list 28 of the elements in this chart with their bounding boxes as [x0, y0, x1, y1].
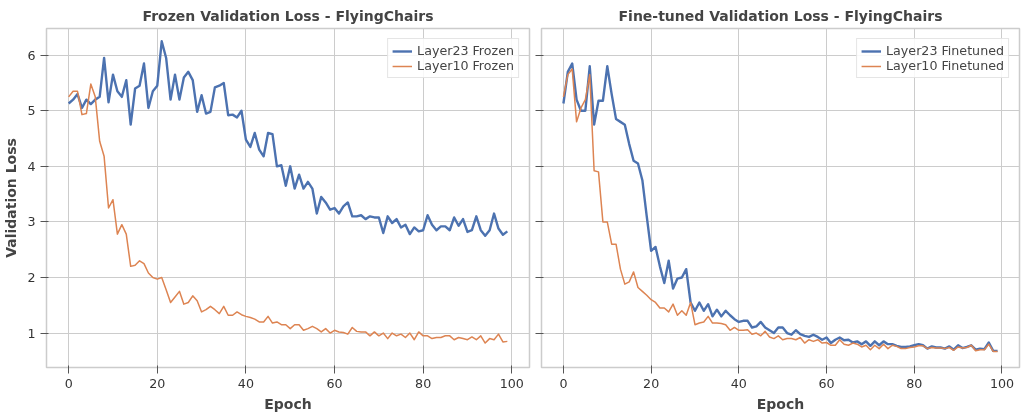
chart-title: Frozen Validation Loss - FlyingChairs [142, 7, 434, 24]
y-tick-label: 4 [27, 158, 36, 174]
x-tick-label: 40 [730, 375, 747, 391]
x-tick-label: 20 [643, 375, 660, 391]
x-tick-label: 100 [499, 375, 524, 391]
y-tick-label: 5 [27, 103, 36, 119]
y-tick-label: 6 [27, 47, 36, 63]
y-tick-label: 1 [27, 325, 36, 341]
x-tick-label: 80 [906, 375, 923, 391]
x-tick-label: 80 [415, 375, 432, 391]
y-tick-label: 3 [27, 214, 36, 230]
legend-label: Layer23 Finetuned [886, 43, 1004, 58]
x-tick-label: 20 [149, 375, 166, 391]
x-tick-label: 60 [326, 375, 343, 391]
legend-label: Layer10 Finetuned [886, 58, 1004, 73]
line-series [67, 83, 509, 344]
y-tick-label: 2 [27, 269, 36, 285]
x-tick-label: 40 [237, 375, 254, 391]
x-tick-label: 0 [559, 375, 568, 391]
x-axis-title: Epoch [756, 395, 805, 412]
x-tick-label: 60 [818, 375, 835, 391]
x-tick-label: 0 [64, 375, 73, 391]
x-axis-title: Epoch [264, 395, 312, 412]
legend-label: Layer23 Frozen [417, 43, 514, 58]
y-axis-title: Validation Loss [3, 138, 20, 258]
chart-title: Fine-tuned Validation Loss - FlyingChairs [618, 7, 943, 24]
legend-label: Layer10 Frozen [417, 58, 514, 73]
x-tick-label: 100 [989, 375, 1015, 391]
